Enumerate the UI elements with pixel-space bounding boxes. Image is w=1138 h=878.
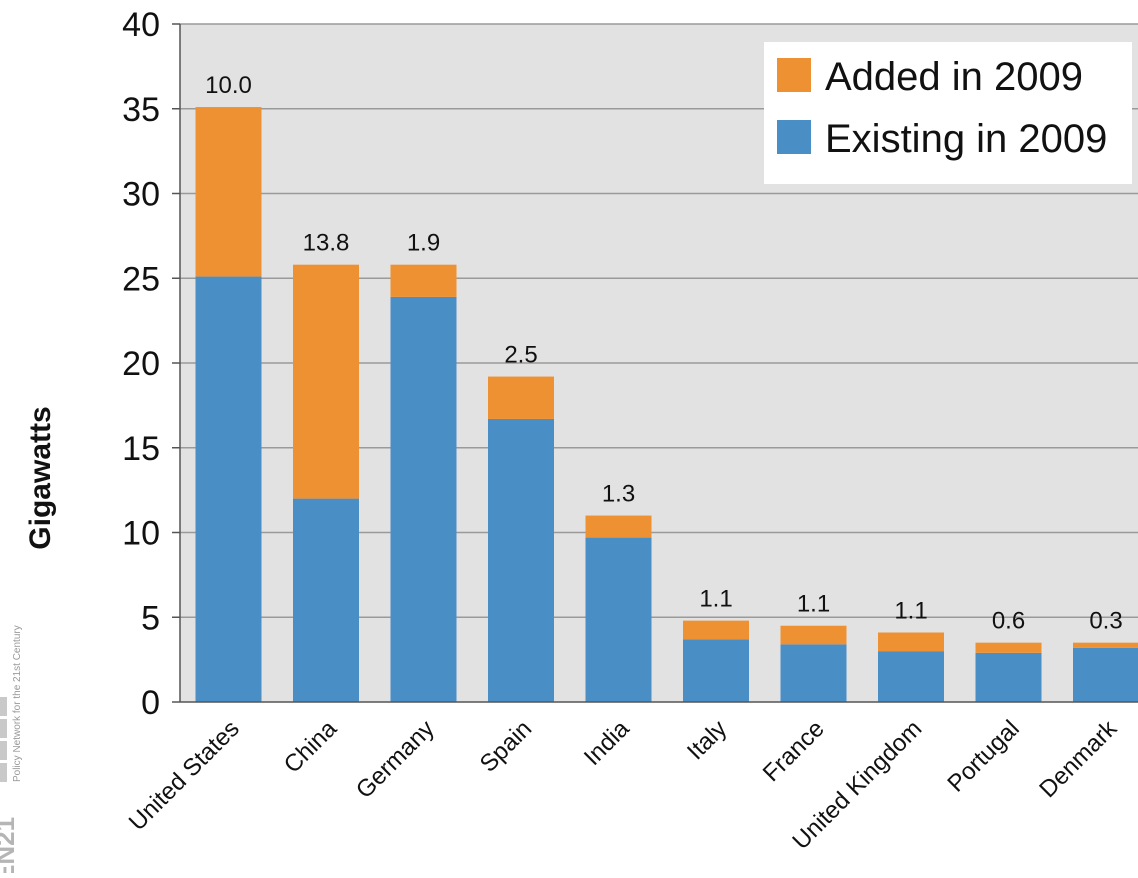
- logo-square: [0, 763, 7, 782]
- bar-existing-denmark: [1073, 648, 1138, 702]
- y-tick-label: 10: [122, 515, 160, 553]
- bar-added-india: [586, 516, 652, 538]
- y-tick-label: 25: [122, 260, 160, 298]
- data-label: 10.0: [205, 72, 252, 99]
- bar-existing-united-states: [196, 277, 262, 702]
- bar-existing-france: [781, 644, 847, 702]
- data-label: 1.3: [602, 481, 635, 508]
- data-label: 1.1: [894, 598, 927, 625]
- y-tick-label: 35: [122, 91, 160, 129]
- data-label: 13.8: [303, 230, 350, 257]
- bar-added-spain: [488, 377, 554, 419]
- bar-added-united-states: [196, 107, 262, 277]
- data-label: 1.9: [407, 230, 440, 257]
- logo-tagline: Policy Network for the 21st Century: [12, 625, 23, 782]
- x-tick-label: Germany: [351, 715, 440, 804]
- y-tick-label: 0: [141, 684, 160, 722]
- data-label: 1.1: [699, 586, 732, 613]
- bar-added-portugal: [976, 643, 1042, 653]
- bar-existing-china: [293, 499, 359, 702]
- x-tick-label: Portugal: [942, 715, 1024, 797]
- logo-mark: EN21 Policy Network for the 21st Century: [0, 625, 23, 873]
- bar-existing-germany: [391, 297, 457, 702]
- data-label: 0.6: [992, 608, 1025, 635]
- y-tick-label: 40: [122, 6, 160, 44]
- data-label: 1.1: [797, 591, 830, 618]
- ren21-logo: EN21 Policy Network for the 21st Century: [0, 625, 23, 873]
- bar-added-china: [293, 265, 359, 499]
- logo-square: [0, 741, 7, 760]
- bar-existing-india: [586, 538, 652, 702]
- logo-square: [0, 697, 7, 716]
- x-tick-label: Spain: [475, 715, 538, 778]
- legend-swatch: [777, 120, 811, 154]
- bar-existing-italy: [683, 639, 749, 702]
- data-label: 0.3: [1089, 608, 1122, 635]
- legend: Added in 2009 Existing in 2009: [764, 42, 1132, 184]
- logo-text: EN21: [0, 817, 20, 873]
- y-tick-label: 30: [122, 176, 160, 214]
- bar-added-italy: [683, 621, 749, 640]
- legend-label: Added in 2009: [825, 55, 1083, 99]
- bar-added-france: [781, 626, 847, 645]
- bar-existing-portugal: [976, 653, 1042, 702]
- y-axis-label: Gigawatts: [24, 406, 57, 549]
- bar-added-germany: [391, 265, 457, 297]
- x-tick-label: Italy: [682, 715, 732, 765]
- legend-swatch: [777, 58, 811, 92]
- bar-added-united-kingdom: [878, 633, 944, 652]
- bar-existing-spain: [488, 419, 554, 702]
- x-tick-label: France: [758, 715, 830, 787]
- bar-added-denmark: [1073, 643, 1138, 648]
- legend-label: Existing in 2009: [825, 117, 1107, 161]
- x-tick-label: China: [279, 715, 343, 779]
- y-tick-label: 15: [122, 430, 160, 468]
- x-tick-label: United States: [124, 715, 245, 836]
- bar-existing-united-kingdom: [878, 651, 944, 702]
- logo-square: [0, 719, 7, 738]
- data-label: 2.5: [504, 342, 537, 369]
- x-tick-label: India: [579, 715, 635, 771]
- x-tick-label: Denmark: [1034, 714, 1123, 803]
- y-tick-label: 20: [122, 345, 160, 383]
- y-tick-label: 5: [141, 599, 160, 637]
